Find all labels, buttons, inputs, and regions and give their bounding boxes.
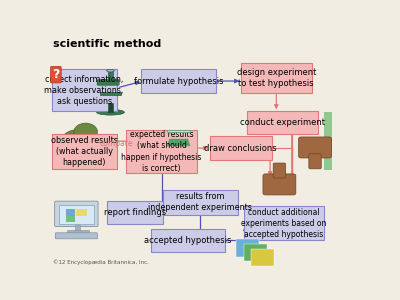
FancyBboxPatch shape — [247, 111, 318, 134]
Bar — [59, 205, 94, 224]
FancyBboxPatch shape — [273, 163, 286, 178]
Bar — [108, 103, 113, 112]
Bar — [66, 216, 75, 222]
Text: conduct additional
experiments based on
accepted hypothesis: conduct additional experiments based on … — [241, 208, 327, 239]
FancyBboxPatch shape — [55, 233, 98, 239]
FancyBboxPatch shape — [107, 201, 163, 224]
Text: ©12 Encyclopædia Britannica, Inc.: ©12 Encyclopædia Britannica, Inc. — [53, 259, 149, 265]
FancyBboxPatch shape — [126, 130, 197, 173]
FancyBboxPatch shape — [97, 80, 119, 85]
Text: scientific method: scientific method — [53, 40, 161, 50]
Bar — [108, 70, 113, 81]
Bar — [67, 230, 89, 233]
Bar — [244, 244, 267, 261]
Text: ?: ? — [52, 68, 60, 81]
Ellipse shape — [106, 69, 114, 72]
FancyBboxPatch shape — [309, 154, 321, 169]
Bar — [76, 209, 87, 216]
Text: collect information,
make observations,
ask questions: collect information, make observations, … — [44, 75, 124, 106]
Text: report findings: report findings — [104, 208, 166, 217]
FancyBboxPatch shape — [163, 190, 238, 215]
Text: accepted hypothesis: accepted hypothesis — [144, 236, 232, 245]
Circle shape — [74, 123, 98, 141]
Text: expected results
(what should
happen if hypothesis
is correct): expected results (what should happen if … — [122, 130, 202, 173]
FancyBboxPatch shape — [151, 229, 225, 252]
FancyBboxPatch shape — [241, 63, 312, 93]
FancyBboxPatch shape — [51, 67, 61, 83]
Bar — [100, 92, 121, 95]
FancyBboxPatch shape — [55, 201, 98, 226]
FancyBboxPatch shape — [299, 137, 332, 158]
Bar — [73, 152, 82, 161]
Bar — [251, 248, 274, 266]
Text: results from
independent experiments: results from independent experiments — [148, 192, 252, 212]
Bar — [324, 112, 332, 170]
Ellipse shape — [96, 109, 124, 115]
FancyBboxPatch shape — [244, 206, 324, 240]
Bar — [167, 130, 190, 132]
Bar — [107, 73, 114, 112]
Text: compare: compare — [100, 139, 134, 148]
Text: observed results
(what actually
happened): observed results (what actually happened… — [51, 136, 118, 167]
Bar — [236, 239, 259, 256]
Text: formulate hypothesis: formulate hypothesis — [134, 76, 223, 85]
Bar — [76, 225, 80, 231]
Text: design experiment
to test hypothesis: design experiment to test hypothesis — [237, 68, 316, 88]
Text: draw conclusions: draw conclusions — [204, 143, 277, 152]
FancyBboxPatch shape — [52, 134, 117, 169]
Bar — [66, 209, 75, 216]
FancyBboxPatch shape — [263, 174, 296, 195]
FancyBboxPatch shape — [52, 70, 117, 111]
Circle shape — [61, 130, 95, 155]
Polygon shape — [166, 131, 191, 147]
Polygon shape — [167, 139, 190, 146]
Text: conduct experiment: conduct experiment — [240, 118, 325, 127]
FancyBboxPatch shape — [210, 136, 272, 160]
FancyBboxPatch shape — [142, 70, 216, 93]
